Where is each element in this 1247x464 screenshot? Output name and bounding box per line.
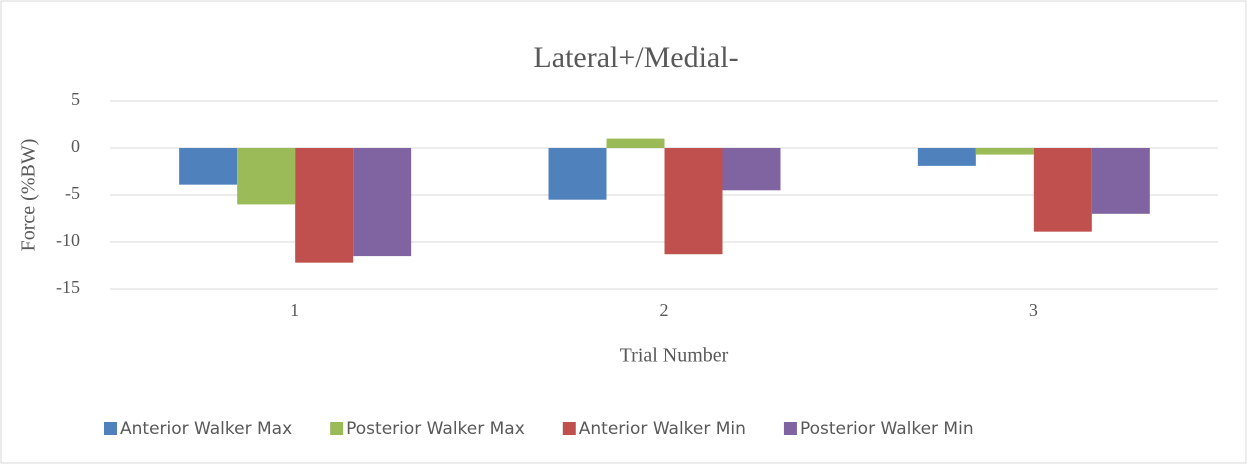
bar [1033,148,1092,232]
bar [237,148,296,205]
y-axis-label: Force (%BW) [18,139,40,252]
bar [664,148,723,255]
bar [295,148,354,263]
y-tick-label: 0 [71,136,80,156]
bar [548,148,607,200]
x-tick-label: 2 [660,300,669,320]
x-tick-label: 1 [290,300,299,320]
bar [975,148,1034,155]
bar [1091,148,1150,214]
x-axis-label: Trial Number [620,345,729,367]
legend-label: Anterior Walker Max [120,419,292,439]
legend-label: Posterior Walker Max [346,419,525,439]
legend-swatch [562,422,576,435]
bar [917,148,976,166]
legend-swatch [104,422,117,435]
bar [353,148,412,257]
y-tick-label: 5 [71,89,80,109]
y-tick-label: -15 [56,277,80,297]
legend-label: Anterior Walker Min [579,419,746,439]
x-tick-label: 3 [1029,300,1038,320]
y-tick-label: -10 [56,230,80,250]
chart-title: Lateral+/Medial- [533,41,738,74]
legend-swatch [783,422,797,435]
y-tick-label: -5 [65,183,80,203]
bar [722,148,781,191]
bar [179,148,238,185]
legend-label: Posterior Walker Min [800,419,974,439]
legend-swatch [330,422,344,435]
bar [606,138,665,148]
